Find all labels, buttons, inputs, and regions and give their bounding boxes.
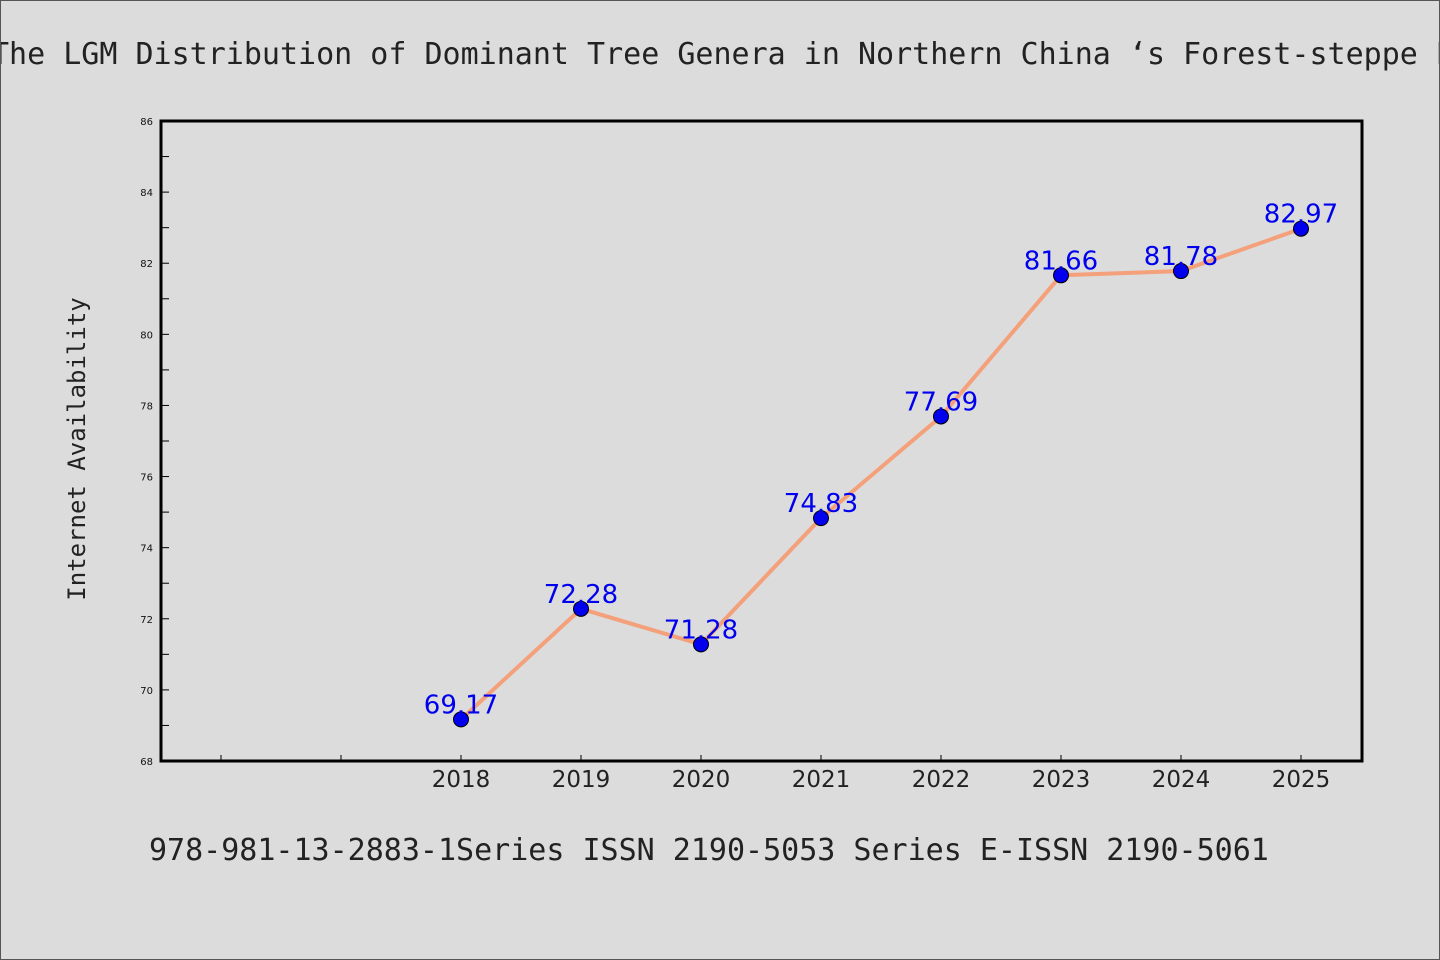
data-label: 82.97 <box>1264 200 1338 230</box>
x-tick-label: 2024 <box>1152 767 1211 793</box>
x-tick-label: 2020 <box>672 767 731 793</box>
y-tick-label: 86 <box>140 117 153 128</box>
data-label: 81.78 <box>1144 242 1218 272</box>
data-point <box>1293 220 1309 237</box>
chart-title: The LGM Distribution of Dominant Tree Ge… <box>0 37 1440 72</box>
y-tick-label: 72 <box>140 615 153 626</box>
x-tick-label: 2025 <box>1272 767 1331 793</box>
data-point <box>933 408 949 425</box>
y-tick-label: 82 <box>140 259 153 270</box>
data-label: 81.66 <box>1024 246 1098 276</box>
data-label: 69.17 <box>424 690 498 720</box>
y-tick-label: 80 <box>140 330 153 341</box>
footer-text: 978-981-13-2883-1Series ISSN 2190-5053 S… <box>149 833 1269 868</box>
y-tick-label: 68 <box>140 757 153 768</box>
y-tick-label: 76 <box>140 473 153 484</box>
x-tick-label: 2018 <box>432 767 491 793</box>
y-tick-label: 74 <box>140 544 153 555</box>
data-label: 74.83 <box>784 489 858 519</box>
data-point <box>573 600 589 617</box>
plot-frame <box>159 119 1364 763</box>
y-tick-label: 70 <box>140 686 153 697</box>
data-label: 71.28 <box>664 615 738 645</box>
data-point <box>693 636 709 653</box>
data-point <box>1053 267 1069 284</box>
series-line <box>459 226 1302 721</box>
data-label: 72.28 <box>544 580 618 610</box>
y-tick-label: 78 <box>140 401 153 412</box>
x-tick-label: 2023 <box>1032 767 1091 793</box>
x-tick-label: 2019 <box>552 767 611 793</box>
data-label: 77.69 <box>904 387 978 417</box>
x-tick-label: 2022 <box>912 767 971 793</box>
data-point <box>1173 263 1189 280</box>
y-tick-label: 84 <box>140 188 153 199</box>
data-point <box>813 510 829 527</box>
x-tick-label: 2021 <box>792 767 851 793</box>
data-point <box>453 711 469 728</box>
